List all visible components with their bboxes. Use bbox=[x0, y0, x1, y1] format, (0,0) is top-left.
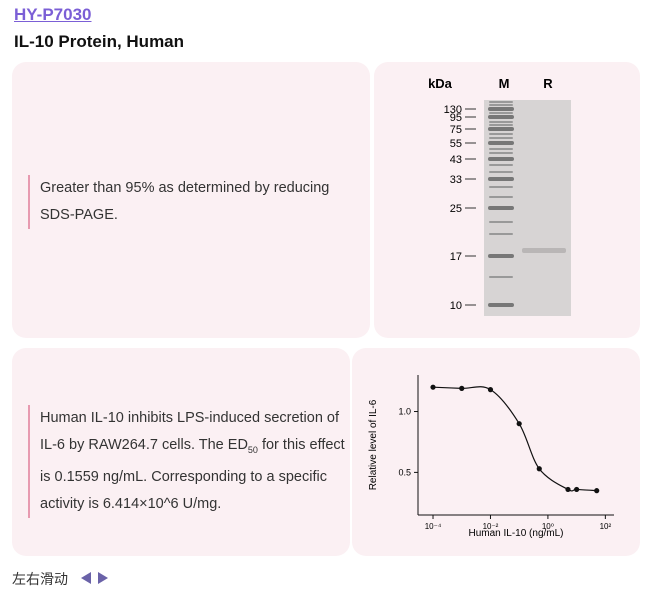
marker-label: 33 bbox=[450, 174, 462, 186]
arrow-left[interactable] bbox=[81, 572, 91, 584]
data-point bbox=[594, 488, 600, 494]
marker-band bbox=[488, 303, 514, 307]
marker-band bbox=[488, 115, 514, 119]
marker-band bbox=[488, 127, 514, 131]
ladder-band bbox=[489, 196, 513, 198]
marker-label: 17 bbox=[450, 251, 462, 263]
ladder-band bbox=[489, 124, 513, 126]
ladder-band bbox=[489, 152, 513, 154]
subscript: 50 bbox=[247, 444, 258, 455]
activity-card bbox=[12, 348, 350, 556]
marker-band bbox=[488, 141, 514, 145]
purity-text: Greater than 95% as determined by reduci… bbox=[28, 175, 360, 229]
sample-band bbox=[522, 248, 566, 253]
data-point bbox=[536, 466, 542, 472]
gel-unit: kDa bbox=[428, 76, 453, 91]
ladder-band bbox=[489, 137, 513, 139]
ladder-band bbox=[489, 186, 513, 188]
y-tick-label: 1.0 bbox=[398, 407, 411, 417]
text: for this effect is 0.1559 ng/mL. Corresp… bbox=[40, 437, 345, 512]
ladder-band bbox=[489, 164, 513, 166]
marker-label: 43 bbox=[450, 154, 462, 166]
ladder-band bbox=[489, 276, 513, 278]
product-id[interactable]: HY-P7030 bbox=[14, 5, 92, 24]
chart-card bbox=[352, 348, 640, 556]
ladder-band bbox=[489, 133, 513, 135]
marker-label: 25 bbox=[450, 203, 462, 215]
ladder-band bbox=[489, 171, 513, 173]
purity-card bbox=[12, 62, 370, 338]
marker-band bbox=[488, 206, 514, 210]
activity-text: Human IL-10 inhibits LPS-induced secreti… bbox=[28, 405, 350, 518]
arrow-right[interactable] bbox=[98, 572, 108, 584]
marker-label: 10 bbox=[450, 300, 462, 312]
x-tick-label: 10⁻⁴ bbox=[425, 522, 442, 531]
y-axis-label: Relative level of IL-6 bbox=[368, 399, 379, 490]
data-point bbox=[574, 486, 580, 493]
x-axis-label: Human IL-10 (ng/mL) bbox=[468, 528, 563, 539]
fit-curve bbox=[432, 386, 597, 492]
lane-label: M bbox=[499, 76, 510, 91]
x-tick-label: 10⁻² bbox=[483, 522, 499, 531]
marker-band bbox=[488, 177, 514, 181]
ladder-band bbox=[489, 221, 513, 223]
ladder-band bbox=[489, 101, 513, 103]
ladder-band bbox=[489, 233, 513, 235]
marker-label: 75 bbox=[450, 124, 462, 136]
x-tick-label: 10⁰ bbox=[542, 522, 554, 531]
x-tick-label: 10² bbox=[600, 522, 612, 531]
lane-label: R bbox=[543, 76, 553, 91]
swipe-hint: 左右滑动 bbox=[12, 571, 68, 587]
data-point bbox=[487, 387, 494, 393]
marker-label: 130 bbox=[444, 104, 462, 116]
data-point bbox=[565, 486, 571, 493]
ladder-band bbox=[489, 121, 513, 123]
y-tick-label: 0.5 bbox=[398, 467, 411, 477]
swipe-arrows[interactable] bbox=[78, 570, 114, 586]
marker-label: 55 bbox=[450, 138, 462, 150]
marker-label: 95 bbox=[450, 112, 462, 124]
text: Human IL-10 inhibits LPS-induced secreti… bbox=[40, 410, 340, 453]
marker-band bbox=[488, 107, 514, 111]
marker-band bbox=[488, 254, 514, 258]
data-point bbox=[430, 384, 436, 390]
ladder-band bbox=[489, 148, 513, 150]
data-point bbox=[516, 421, 522, 427]
ladder-band bbox=[489, 112, 513, 114]
activity-chart: Human IL-10 (ng/mL) Relative level of IL… bbox=[368, 375, 614, 539]
data-point bbox=[459, 385, 465, 391]
product-title: IL-10 Protein, Human bbox=[14, 32, 185, 51]
ladder-band bbox=[489, 104, 513, 106]
marker-band bbox=[488, 157, 514, 161]
